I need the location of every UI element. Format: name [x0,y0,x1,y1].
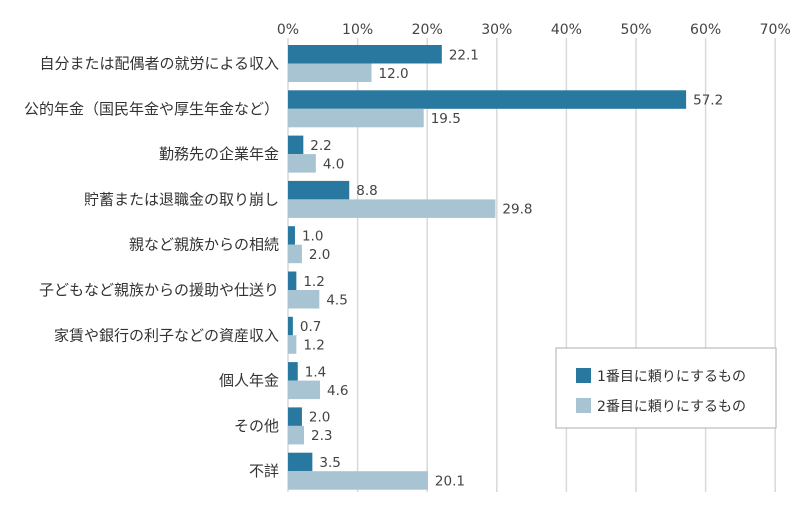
data-label: 12.0 [379,66,409,82]
bar-series-2 [288,199,496,218]
data-label: 22.1 [449,47,479,63]
category-label: 公的年金（国民年金や厚生年金など） [24,100,279,118]
x-tick-label: 20% [412,22,443,38]
x-axis-ticks: 0% 10% 20% 30% 40% 50% 60% 70% [277,22,791,38]
x-tick-label: 40% [551,22,582,38]
data-label: 1.0 [302,228,323,244]
data-label: 4.5 [326,292,347,308]
bar-series-2 [288,380,321,400]
bar-series-2 [288,335,297,354]
category-label: 親など親族からの相続 [129,236,279,254]
bar-series-2 [288,471,428,490]
legend-swatch [576,368,591,383]
category-label: 勤務先の企業年金 [159,145,279,163]
legend-label: 1番目に頼りにするもの [597,369,746,385]
category-label: 自分または配偶者の就労による収入 [39,55,279,73]
bar-series-2 [288,425,305,445]
x-tick-label: 10% [342,22,373,38]
bar-series-1 [288,45,442,64]
data-label: 19.5 [431,111,461,127]
data-label: 8.8 [356,183,377,199]
bars: 22.112.057.219.52.24.08.829.81.02.01.24.… [288,45,723,490]
x-tick-label: 70% [760,22,791,38]
data-label: 2.3 [311,428,332,444]
bar-series-1 [288,407,302,426]
bar-series-1 [288,180,350,200]
data-label: 1.4 [305,364,326,380]
legend-swatch [576,398,591,413]
data-label: 20.1 [435,473,465,489]
category-label: 家賃や銀行の利子などの資産収入 [54,326,279,344]
x-tick-label: 0% [277,22,299,38]
x-tick-label: 50% [620,22,651,38]
bar-series-2 [288,290,320,309]
data-label: 1.2 [303,338,324,354]
category-label: その他 [234,417,279,435]
category-label: 貯蓄または退職金の取り崩し [84,190,279,208]
x-tick-label: 30% [481,22,512,38]
category-label: 子どもなど親族からの援助や仕送り [39,281,279,299]
legend-label: 2番目に頼りにするもの [597,399,746,415]
bar-series-2 [288,244,302,264]
data-label: 57.2 [693,93,723,109]
category-label: 個人年金 [219,372,279,390]
bar-series-1 [288,226,295,245]
bar-series-1 [288,452,313,472]
bar-series-2 [288,108,424,128]
data-label: 29.8 [502,202,532,218]
data-label: 2.2 [310,138,331,154]
legend: 1番目に頼りにするもの 2番目に頼りにするもの [555,347,777,429]
bar-series-2 [288,63,372,82]
bar-series-1 [288,90,687,109]
bar-series-1 [288,316,293,336]
data-label: 3.5 [319,455,340,471]
category-label: 不詳 [249,462,279,480]
data-label: 1.2 [303,274,324,290]
bar-series-2 [288,154,316,173]
x-tick-label: 60% [690,22,721,38]
bar-series-1 [288,135,304,155]
legend-box [555,347,777,429]
bar-series-1 [288,362,298,381]
data-label: 0.7 [300,319,321,335]
data-label: 2.0 [309,410,330,426]
data-label: 4.6 [327,383,348,399]
bar-series-1 [288,271,297,290]
data-label: 4.0 [323,156,344,172]
data-label: 2.0 [309,247,330,263]
